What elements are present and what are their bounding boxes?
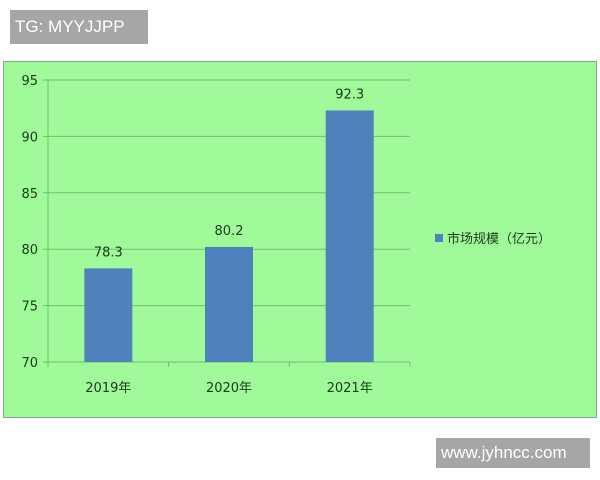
y-tick-label: 95: [21, 74, 38, 89]
bar: [84, 268, 133, 362]
legend-swatch: [435, 234, 443, 242]
bar: [325, 110, 374, 363]
y-tick-label: 80: [21, 243, 38, 258]
x-tick-label: 2021年: [327, 381, 373, 396]
data-label: 92.3: [335, 87, 364, 102]
data-label: 78.3: [94, 245, 123, 260]
x-tick-label: 2020年: [206, 381, 252, 396]
legend-label: 市场规模（亿元）: [447, 231, 551, 247]
bar: [205, 246, 253, 362]
y-tick-label: 75: [21, 300, 38, 315]
watermark-top: TG: MYYJJPP: [10, 10, 148, 44]
y-tick-label: 70: [21, 356, 38, 371]
y-tick-label: 85: [21, 187, 38, 202]
y-tick-label: 90: [21, 130, 38, 145]
x-tick-label: 2019年: [85, 381, 131, 396]
data-label: 80.2: [215, 224, 244, 239]
watermark-bottom: www.jyhncc.com: [436, 438, 590, 468]
